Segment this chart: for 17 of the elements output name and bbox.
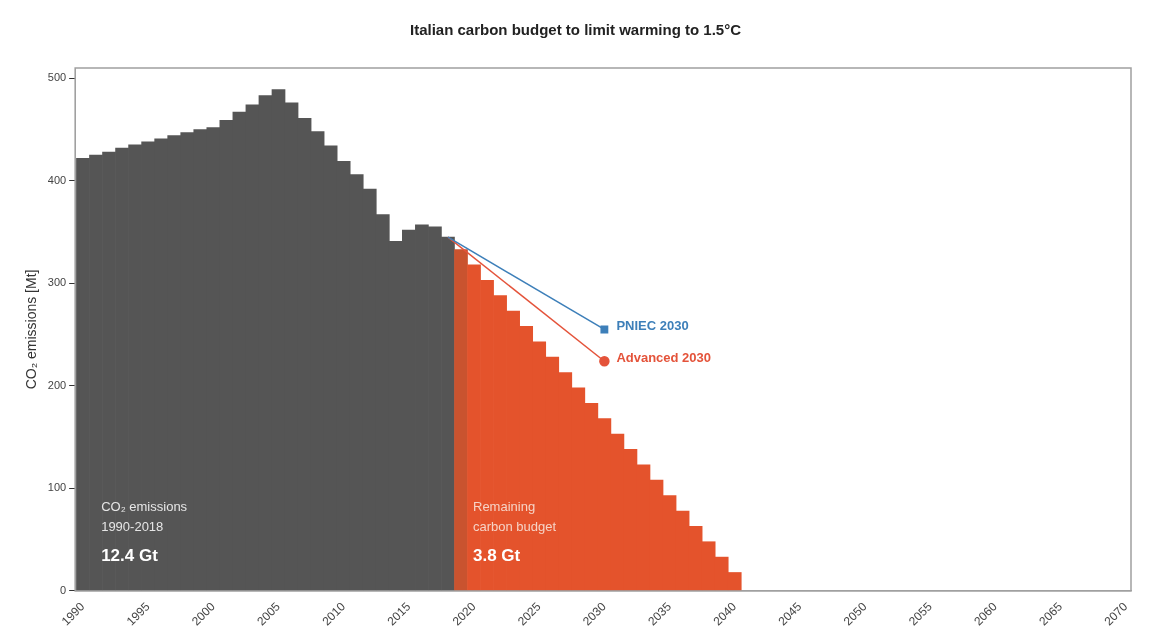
chart-title: Italian carbon budget to limit warming to 1.5°C xyxy=(409,21,742,39)
bar xyxy=(454,249,468,591)
y-tick-label: 100 xyxy=(47,481,67,494)
annotation: 1990-2018 xyxy=(101,518,164,534)
annotation: 3.8 Gt xyxy=(472,545,521,565)
series-label: Advanced 2030 xyxy=(616,349,712,365)
annotation: 12.4 Gt xyxy=(101,545,159,565)
y-tick-label: 200 xyxy=(47,378,67,391)
y-tick-label: 0 xyxy=(60,583,67,596)
y-axis-title: CO₂ emissions [Mt] xyxy=(23,269,40,390)
annotation: carbon budget xyxy=(472,518,557,534)
y-tick-label: 400 xyxy=(47,173,67,186)
annotation: CO₂ emissions xyxy=(101,498,188,514)
y-tick-label: 500 xyxy=(47,71,67,84)
y-tick-label: 300 xyxy=(47,276,67,289)
annotation: Remaining xyxy=(472,498,536,514)
series-label: PNIEC 2030 xyxy=(616,318,689,334)
